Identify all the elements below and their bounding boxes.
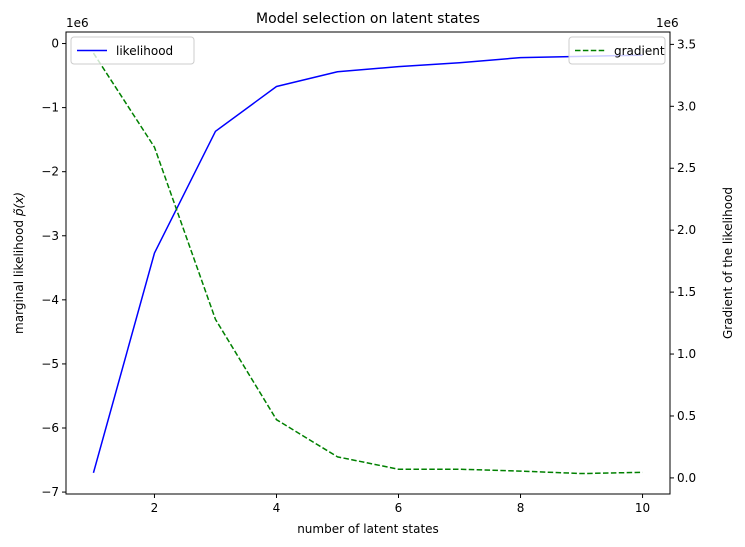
right-tick-label-2: 1.0 (677, 347, 696, 361)
right-tick-label-1: 0.5 (677, 409, 696, 423)
legend-gradient-box (568, 36, 666, 65)
left-offset-text: 1e6 (66, 16, 89, 30)
x-axis: 2 4 6 8 10 (151, 494, 650, 515)
left-tick-label-1: −1 (41, 101, 59, 115)
right-y-axis-label: Gradient of the likelihood (721, 187, 735, 339)
right-y-axis: 0.0 0.5 1.0 1.5 2.0 2.5 3.0 3.5 (670, 37, 696, 485)
right-tick-label-0: 0.0 (677, 471, 696, 485)
x-tick-label-10: 10 (635, 501, 650, 515)
left-y-axis-label: marginal likelihood p̃(x) (12, 192, 26, 334)
right-tick-label-6: 3.0 (677, 99, 696, 113)
legend-likelihood-box (70, 36, 195, 65)
x-tick-label-8: 8 (517, 501, 525, 515)
plot-frame (65, 31, 671, 495)
right-tick-label-3: 1.5 (677, 285, 696, 299)
left-tick-label-6: −6 (41, 421, 59, 435)
right-tick-label-4: 2.0 (677, 223, 696, 237)
left-tick-label-7: −7 (41, 485, 59, 499)
legend-gradient-label: gradient (614, 44, 665, 58)
chart-title: Model selection on latent states (256, 11, 480, 27)
series-line-likelihood (92, 54, 643, 474)
series-line-gradient (92, 52, 643, 475)
x-axis-label: number of latent states (297, 522, 439, 536)
x-tick-label-2: 2 (151, 501, 159, 515)
left-y-axis-label-text: marginal likelihood (12, 216, 26, 334)
legend-likelihood: likelihood (70, 36, 195, 65)
legend-gradient: gradient (568, 36, 666, 65)
right-tick-label-7: 3.5 (677, 37, 696, 51)
left-y-axis: 0 −1 −2 −3 −4 −5 −6 −7 (41, 37, 66, 499)
left-tick-label-2: −2 (41, 165, 59, 179)
left-tick-label-3: −3 (41, 229, 59, 243)
x-tick-label-4: 4 (273, 501, 281, 515)
x-tick-label-6: 6 (395, 501, 403, 515)
series-layer (92, 52, 643, 475)
left-tick-label-4: −4 (41, 293, 59, 307)
legend-likelihood-label: likelihood (116, 44, 173, 58)
right-tick-label-5: 2.5 (677, 161, 696, 175)
left-tick-label-5: −5 (41, 357, 59, 371)
left-tick-label-0: 0 (51, 37, 59, 51)
left-y-axis-label-math: p̃(x) (12, 192, 26, 217)
right-offset-text: 1e6 (656, 16, 679, 30)
